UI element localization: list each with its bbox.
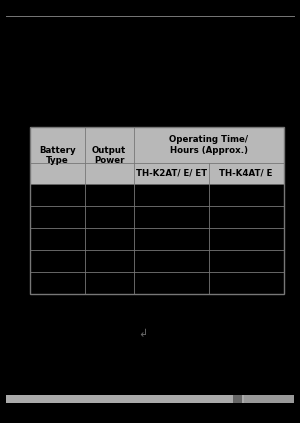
Bar: [30, 272, 284, 294]
Bar: [30, 127, 284, 163]
Text: Battery
Type: Battery Type: [39, 146, 76, 165]
Bar: [30, 184, 284, 206]
Bar: [30, 163, 284, 184]
Bar: [30, 228, 284, 250]
Text: Operating Time/
Hours (Approx.): Operating Time/ Hours (Approx.): [169, 135, 248, 154]
Text: TH-K2AT/ E/ ET: TH-K2AT/ E/ ET: [136, 169, 207, 178]
Bar: [244, 395, 294, 403]
Bar: [30, 250, 284, 272]
Bar: [30, 127, 284, 294]
Text: Output
Power: Output Power: [92, 146, 126, 165]
Text: ↲: ↲: [138, 329, 147, 339]
Text: TH-K4AT/ E: TH-K4AT/ E: [219, 169, 273, 178]
Bar: [30, 206, 284, 228]
Bar: [232, 395, 242, 403]
Bar: [6, 395, 294, 403]
